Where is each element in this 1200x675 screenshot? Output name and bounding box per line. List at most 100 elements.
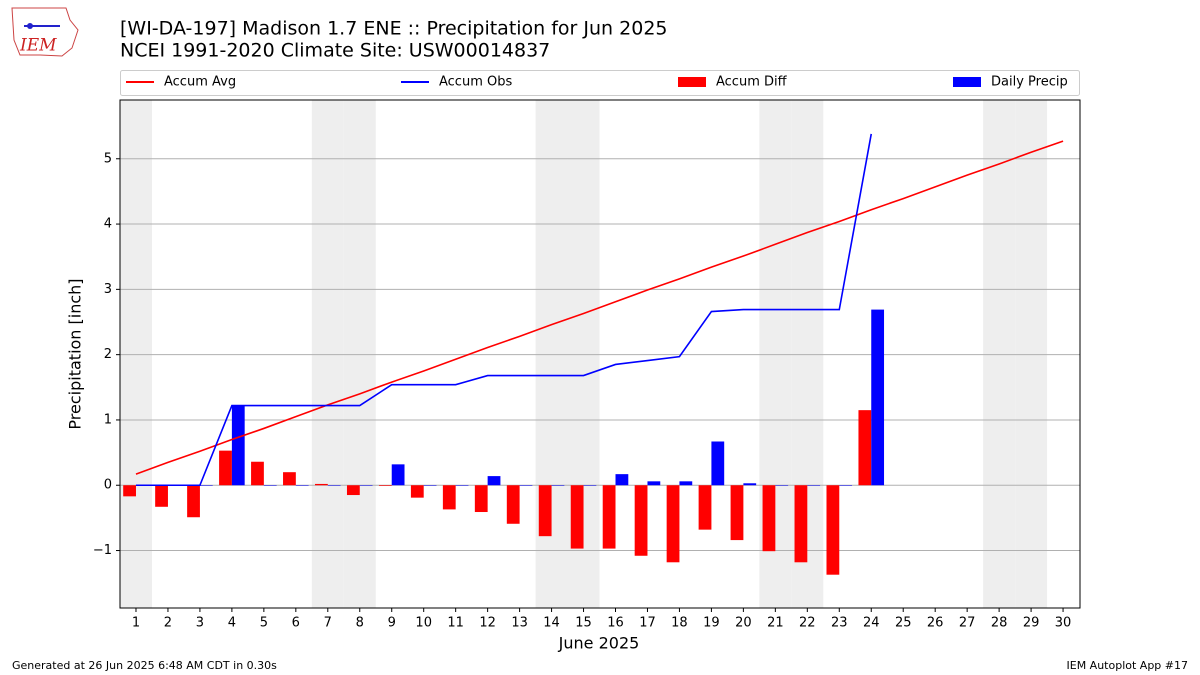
x-tick-label: 16	[607, 616, 624, 631]
line	[135, 133, 873, 487]
bar	[391, 464, 405, 486]
plot-area	[120, 100, 1080, 608]
x-tick-label: 22	[799, 616, 816, 631]
x-axis-label: June 2025	[558, 634, 640, 653]
x-tick-label: 19	[703, 616, 720, 631]
y-tick-label: 5	[104, 151, 112, 166]
bar	[506, 485, 520, 524]
bar	[858, 410, 872, 486]
bar	[219, 450, 232, 486]
x-tick-label: 30	[1055, 616, 1072, 631]
x-tick-label: 24	[863, 616, 880, 631]
bar	[199, 485, 213, 486]
bar	[538, 485, 552, 537]
bar	[551, 485, 565, 486]
legend-label: Accum Diff	[716, 75, 788, 90]
line	[135, 140, 1064, 475]
bar	[378, 485, 392, 486]
y-tick-label: 1	[104, 412, 112, 427]
y-tick-label: 3	[104, 282, 112, 297]
x-tick-label: 21	[767, 616, 784, 631]
chart-title: [WI-DA-197] Madison 1.7 ENE :: Precipita…	[120, 18, 668, 40]
bar	[794, 485, 808, 563]
bar	[474, 485, 488, 513]
bar	[410, 485, 424, 498]
bar	[231, 405, 245, 486]
x-tick-label: 12	[479, 616, 496, 631]
x-tick-label: 25	[895, 616, 912, 631]
bar	[155, 485, 168, 507]
bar	[519, 485, 533, 486]
footer-left: Generated at 26 Jun 2025 6:48 AM CDT in …	[12, 659, 277, 672]
y-axis-label: Precipitation [inch]	[66, 278, 85, 429]
legend-swatch	[678, 77, 706, 87]
x-tick-label: 15	[575, 616, 592, 631]
weekend-shade	[343, 100, 376, 608]
bar	[423, 485, 437, 486]
bar	[327, 485, 341, 486]
bar	[666, 485, 680, 563]
x-tick-label: 2	[164, 616, 172, 631]
bar	[570, 485, 584, 549]
weekend-shade	[1015, 100, 1048, 608]
x-tick-label: 28	[991, 616, 1008, 631]
bar	[826, 485, 840, 575]
bar	[807, 485, 821, 486]
bar	[263, 485, 277, 486]
weekend-shade	[311, 100, 344, 608]
bar	[775, 485, 789, 486]
x-tick-label: 11	[447, 616, 464, 631]
plot-frame	[119, 99, 1081, 609]
bar	[730, 485, 744, 541]
bar	[698, 485, 712, 530]
x-tick-label: 20	[735, 616, 752, 631]
x-tick-label: 18	[671, 616, 688, 631]
bar	[871, 309, 885, 486]
bar	[743, 483, 757, 486]
legend-swatch	[953, 77, 981, 87]
bar	[283, 472, 296, 486]
logo-text: IEM	[19, 36, 57, 56]
bar	[187, 485, 200, 518]
weekend-shade	[983, 100, 1016, 608]
x-tick-label: 5	[260, 616, 268, 631]
bar	[711, 441, 725, 486]
bar	[762, 485, 776, 552]
x-tick-label: 9	[388, 616, 396, 631]
bar	[442, 485, 456, 510]
bar	[123, 485, 136, 497]
x-tick-label: 17	[639, 616, 656, 631]
weekend-shade	[120, 100, 152, 608]
footer-right: IEM Autoplot App #17	[1067, 659, 1189, 672]
bar	[839, 485, 853, 486]
bar	[615, 474, 629, 486]
x-tick-label: 1	[132, 616, 140, 631]
legend-label: Accum Obs	[439, 75, 512, 90]
chart-subtitle: NCEI 1991-2020 Climate Site: USW00014837	[120, 40, 550, 62]
bar	[647, 481, 661, 486]
bar	[295, 485, 309, 486]
y-tick-label: 2	[104, 347, 112, 362]
x-tick-label: 6	[292, 616, 300, 631]
x-tick-label: 29	[1023, 616, 1040, 631]
legend-label: Accum Avg	[164, 75, 236, 90]
x-tick-label: 23	[831, 616, 848, 631]
legend-label: Daily Precip	[991, 75, 1068, 90]
bar	[583, 485, 597, 486]
legend-box	[120, 70, 1080, 96]
bar	[602, 485, 616, 549]
bar	[455, 485, 469, 486]
bar	[359, 485, 373, 486]
bar	[346, 485, 360, 496]
x-tick-label: 4	[228, 616, 236, 631]
x-tick-label: 3	[196, 616, 204, 631]
x-tick-label: 7	[324, 616, 332, 631]
bar	[251, 461, 264, 486]
x-tick-label: 8	[356, 616, 364, 631]
y-tick-label: −1	[93, 543, 112, 558]
x-tick-label: 27	[959, 616, 976, 631]
y-tick-label: 4	[104, 217, 112, 232]
x-tick-label: 10	[415, 616, 432, 631]
x-tick-label: 14	[543, 616, 560, 631]
